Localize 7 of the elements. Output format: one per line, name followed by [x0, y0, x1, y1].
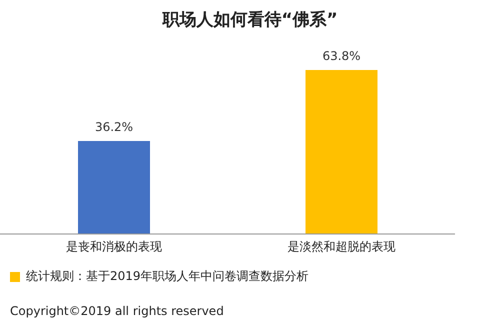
chart-title: 职场人如何看待“佛系”	[161, 9, 339, 31]
text: 统计规则：基于2019年职场人年中问卷调查数据分析	[26, 268, 309, 285]
x-tick-label: 是淡然和超脱的表现	[287, 240, 396, 254]
data-label: 36.2%	[94, 120, 134, 134]
x-tick-label: 是丧和消极的表现	[66, 240, 162, 254]
data-label: 63.8%	[322, 49, 361, 63]
text: Copyright©2019 all rights reserved	[10, 304, 224, 318]
